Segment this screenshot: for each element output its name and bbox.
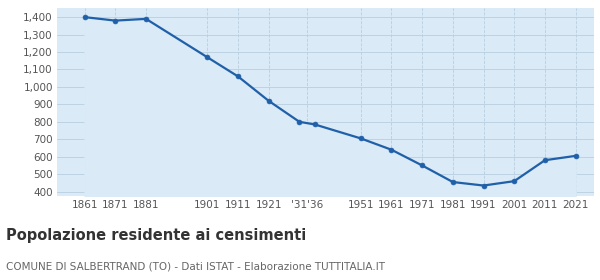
- Text: COMUNE DI SALBERTRAND (TO) - Dati ISTAT - Elaborazione TUTTITALIA.IT: COMUNE DI SALBERTRAND (TO) - Dati ISTAT …: [6, 262, 385, 272]
- Text: Popolazione residente ai censimenti: Popolazione residente ai censimenti: [6, 228, 306, 243]
